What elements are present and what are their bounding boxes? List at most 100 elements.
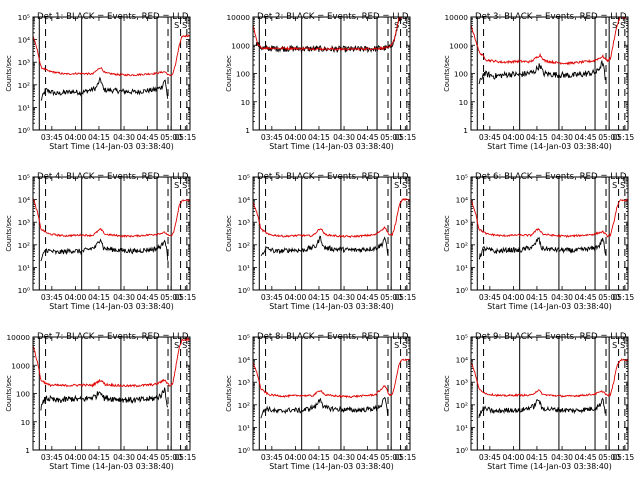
marker-label: S <box>620 181 625 190</box>
x-tick-label: 04:15 <box>88 133 110 142</box>
marker-label: S <box>620 21 625 30</box>
x-tick-label: 05:15 <box>394 133 416 142</box>
y-tick-label: 10¹ <box>238 263 250 272</box>
y-tick-label: 10⁴ <box>18 196 30 205</box>
chart-6: Det 6: BLACK = Events, RED = LLD10⁰10¹10… <box>443 172 634 311</box>
series-lld <box>33 198 190 238</box>
x-tick-label: 04:15 <box>526 453 548 462</box>
y-tick-label: 10³ <box>456 378 468 387</box>
x-axis-label: Start Time (14-Jan-03 03:38:40) <box>49 142 174 151</box>
x-tick-label: 05:00 <box>598 453 620 462</box>
x-tick-label: 04:15 <box>308 293 330 302</box>
x-tick-label: 04:45 <box>137 453 159 462</box>
x-axis-label: Start Time (14-Jan-03 03:38:40) <box>269 302 394 311</box>
y-tick-label: 10¹ <box>238 423 250 432</box>
marker-label: S <box>612 341 617 350</box>
y-tick-label: 10⁴ <box>238 356 250 365</box>
x-tick-label: 04:30 <box>551 453 573 462</box>
y-tick-label: 100 <box>16 390 30 399</box>
x-tick-label: 04:30 <box>551 293 573 302</box>
y-tick-label: 10² <box>238 241 250 250</box>
x-axis-label: Start Time (14-Jan-03 03:38:40) <box>487 462 612 471</box>
marker-label: S <box>394 21 399 30</box>
marker-label: S <box>620 341 625 350</box>
y-tick-label: 1000 <box>231 41 250 50</box>
y-tick-label: 10⁵ <box>238 333 250 342</box>
series-lld <box>253 358 410 399</box>
x-tick-label: 05:15 <box>174 453 196 462</box>
series-events <box>255 17 403 54</box>
y-tick-label: 10⁵ <box>456 333 468 342</box>
x-tick-label: 04:45 <box>137 293 159 302</box>
x-tick-label: 04:00 <box>502 293 524 302</box>
y-tick-label: 10¹ <box>18 263 30 272</box>
x-tick-label: 03:45 <box>261 133 283 142</box>
x-tick-label: 03:45 <box>479 453 501 462</box>
y-tick-label: 10⁰ <box>456 446 468 455</box>
y-axis-label: Counts/sec <box>5 55 13 92</box>
x-tick-label: 05:15 <box>394 453 416 462</box>
x-tick-label: 05:00 <box>160 133 182 142</box>
x-tick-label: 05:15 <box>612 453 634 462</box>
y-axis-label: Counts/sec <box>443 375 451 412</box>
x-tick-label: 05:15 <box>174 133 196 142</box>
x-axis-label: Start Time (14-Jan-03 03:38:40) <box>269 142 394 151</box>
x-tick-label: 05:00 <box>380 293 402 302</box>
y-tick-label: 1 <box>25 446 30 455</box>
y-tick-label: 10² <box>238 401 250 410</box>
y-tick-label: 10⁴ <box>238 196 250 205</box>
x-tick-label: 05:15 <box>174 293 196 302</box>
x-tick-label: 04:00 <box>64 293 86 302</box>
axes-frame <box>32 336 191 451</box>
x-tick-label: 04:15 <box>88 293 110 302</box>
chart-9: Det 9: BLACK = Events, RED = LLD10⁰10¹10… <box>443 332 634 471</box>
x-axis-label: Start Time (14-Jan-03 03:38:40) <box>49 302 174 311</box>
y-tick-label: 10 <box>241 98 251 107</box>
y-tick-label: 10⁵ <box>238 173 250 182</box>
series-lld <box>33 337 190 388</box>
marker-label: S <box>402 181 407 190</box>
x-tick-label: 04:00 <box>502 133 524 142</box>
series-events <box>40 76 169 101</box>
x-axis-label: Start Time (14-Jan-03 03:38:40) <box>487 142 612 151</box>
y-axis-label: Counts/sec <box>225 215 233 252</box>
x-tick-label: 04:30 <box>333 453 355 462</box>
series-lld <box>253 17 402 52</box>
x-tick-label: 04:45 <box>357 293 379 302</box>
x-tick-label: 04:30 <box>113 453 135 462</box>
chart-2: Det 2: BLACK = Events, RED = LLD11010010… <box>225 12 416 151</box>
marker-label: S <box>394 341 399 350</box>
y-tick-label: 10⁴ <box>18 36 30 45</box>
y-tick-label: 10⁵ <box>18 13 30 22</box>
y-tick-label: 10³ <box>18 58 30 67</box>
marker-label: S <box>174 341 179 350</box>
x-tick-label: 04:00 <box>64 453 86 462</box>
y-tick-label: 1000 <box>11 361 30 370</box>
marker-label: S <box>174 21 179 30</box>
x-tick-label: 04:15 <box>526 133 548 142</box>
y-axis-label: Counts/sec <box>443 215 451 252</box>
x-tick-label: 04:45 <box>357 453 379 462</box>
y-tick-label: 10⁴ <box>456 356 468 365</box>
x-tick-label: 03:45 <box>261 293 283 302</box>
x-tick-label: 05:15 <box>612 133 634 142</box>
y-axis-label: Counts/sec <box>225 375 233 412</box>
chart-1: Det 1: BLACK = Events, RED = LLD10⁰10¹10… <box>5 12 196 151</box>
axes-frame <box>32 16 191 131</box>
y-tick-label: 10¹ <box>18 103 30 112</box>
x-tick-label: 04:00 <box>502 453 524 462</box>
series-events <box>478 236 607 260</box>
y-tick-label: 10⁰ <box>456 286 468 295</box>
y-tick-label: 10² <box>18 81 30 90</box>
y-axis-label: Counts/sec <box>443 55 451 92</box>
x-tick-label: 03:45 <box>479 133 501 142</box>
series-lld <box>33 34 190 77</box>
axes-frame <box>32 176 191 291</box>
axes-frame <box>470 176 629 291</box>
x-tick-label: 03:45 <box>261 453 283 462</box>
y-tick-label: 100 <box>454 70 468 79</box>
series-lld <box>253 197 410 239</box>
y-tick-label: 10² <box>456 401 468 410</box>
series-events <box>478 397 607 419</box>
